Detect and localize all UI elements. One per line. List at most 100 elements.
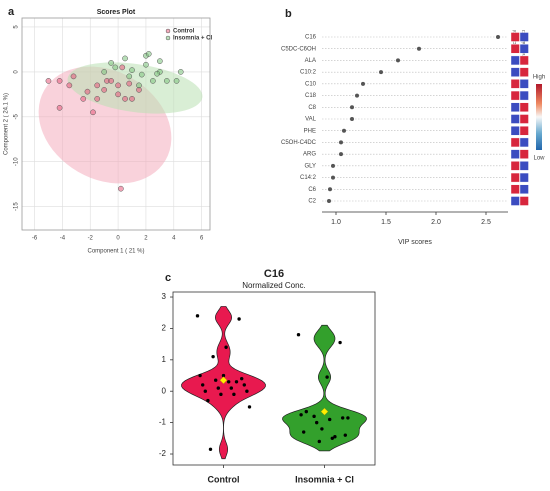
y-tick-label: C10:2	[300, 70, 317, 76]
heatmap-cell	[510, 126, 520, 136]
heatmap-column-label: Insomnia + CI	[521, 30, 526, 58]
colorbar-label: High	[533, 75, 545, 81]
point	[173, 78, 180, 84]
point	[232, 392, 236, 397]
dot	[361, 81, 365, 86]
chart-title: Scores Plot	[97, 9, 136, 16]
legend-label: Insomnia + CI	[173, 36, 213, 42]
y-tick-label: -10	[14, 157, 20, 166]
legend-marker	[165, 28, 171, 34]
y-tick-label: C8	[308, 105, 316, 111]
panel-label: c	[165, 272, 171, 284]
point	[214, 378, 218, 382]
confidence-ellipse	[67, 62, 203, 114]
heatmap-cell	[510, 44, 520, 54]
point	[94, 82, 101, 89]
y-tick-label: C14:2	[300, 175, 317, 181]
x-tick-label: -6	[32, 236, 38, 242]
y-tick-label: -5	[14, 113, 20, 119]
point	[338, 340, 342, 345]
point	[304, 409, 308, 414]
point	[325, 375, 329, 379]
dot	[355, 93, 359, 98]
dot	[331, 163, 335, 168]
point	[296, 333, 301, 337]
point	[145, 51, 152, 57]
heatmap-cell	[510, 55, 520, 66]
point	[90, 109, 96, 116]
heatmap-cell	[510, 32, 520, 42]
plot-frame	[21, 17, 211, 231]
x-tick-label: 1.5	[381, 219, 391, 226]
x-tick-label: 1.0	[331, 219, 341, 226]
dot	[342, 128, 346, 133]
heatmap-cell	[519, 196, 529, 206]
point	[163, 78, 170, 84]
point	[66, 82, 73, 89]
point	[343, 433, 347, 437]
y-tick-label: 1	[162, 355, 167, 364]
dot	[328, 187, 332, 192]
point	[208, 447, 213, 452]
point	[138, 71, 145, 78]
x-tick-label: -4	[60, 236, 66, 242]
x-tick-label: Control	[208, 474, 240, 484]
dot	[350, 117, 354, 121]
point	[143, 61, 149, 68]
y-tick-label: PHE	[304, 128, 316, 134]
point	[333, 435, 337, 439]
point	[108, 78, 114, 84]
violin	[282, 324, 367, 452]
dot	[339, 152, 343, 157]
point	[126, 80, 133, 87]
point	[237, 317, 241, 321]
heatmap-cell	[519, 55, 529, 66]
panel-label: a	[8, 6, 15, 18]
point	[157, 58, 163, 64]
point	[129, 95, 135, 102]
heatmap-cell	[510, 161, 520, 171]
heatmap-cell	[519, 67, 529, 77]
dot	[350, 105, 354, 110]
point	[247, 405, 252, 409]
point	[129, 67, 135, 73]
point	[216, 386, 220, 390]
colorbar	[536, 84, 542, 150]
heatmap-cell	[519, 114, 529, 124]
point	[299, 413, 303, 417]
point	[101, 69, 108, 75]
point	[219, 392, 223, 397]
y-tick-label: -1	[159, 418, 167, 427]
mean-marker	[219, 376, 228, 385]
point	[206, 398, 210, 403]
heatmap-cell	[510, 196, 520, 206]
dot	[417, 46, 421, 51]
heatmap-cell	[510, 67, 520, 77]
point	[198, 373, 202, 378]
heatmap-cell	[519, 149, 529, 159]
point	[136, 82, 142, 89]
y-tick-label: 0	[162, 386, 167, 395]
point	[346, 416, 350, 420]
x-tick-label: -2	[88, 236, 94, 242]
mean-marker	[320, 407, 329, 416]
y-tick-label: -15	[14, 202, 20, 211]
y-tick-label: GLY	[304, 163, 316, 169]
x-axis-label: VIP scores	[398, 239, 432, 246]
y-tick-label: C5OH-C4DC	[281, 140, 317, 146]
chart-title: C16	[264, 268, 284, 280]
point	[118, 185, 124, 192]
point	[94, 95, 101, 102]
heatmap-cell	[510, 79, 520, 89]
point	[245, 389, 249, 393]
point	[320, 427, 324, 431]
point	[328, 417, 332, 422]
colorbar-label: Low	[533, 156, 545, 162]
y-tick-label: C18	[305, 93, 317, 99]
point	[240, 376, 244, 381]
heatmap-cell	[519, 172, 529, 183]
point	[224, 345, 228, 349]
point	[115, 91, 121, 98]
